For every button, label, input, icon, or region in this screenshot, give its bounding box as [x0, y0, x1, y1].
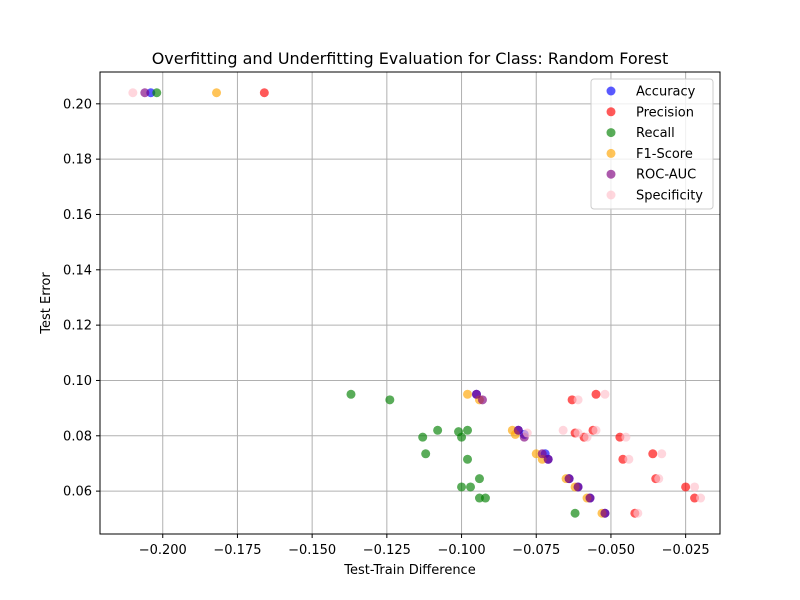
data-point-f1-score [212, 88, 222, 98]
data-point-recall [570, 508, 580, 518]
x-tick-label: −0.100 [437, 543, 485, 558]
data-points [128, 88, 706, 518]
y-tick-label: 0.20 [63, 97, 92, 112]
legend-box [590, 78, 714, 210]
legend-marker-accuracy [606, 86, 616, 96]
data-point-recall [463, 425, 473, 435]
data-point-recall [474, 474, 484, 484]
x-tick-label: −0.025 [662, 543, 710, 558]
legend-marker-precision [606, 107, 616, 117]
data-point-roc-auc [585, 493, 595, 503]
legend-label-f1-score: F1-Score [636, 147, 693, 162]
legend-marker-recall [606, 128, 616, 138]
chart-title: Overfitting and Underfitting Evaluation … [152, 49, 669, 68]
y-tick-label: 0.08 [63, 429, 92, 444]
data-point-recall [466, 482, 476, 492]
data-point-roc-auc [543, 454, 553, 464]
series-recall [152, 88, 580, 518]
data-point-specificity [558, 425, 568, 435]
legend-label-roc-auc: ROC-AUC [636, 168, 696, 183]
x-tick-label: −0.175 [213, 543, 261, 558]
legend-label-precision: Precision [636, 105, 694, 120]
data-point-recall [421, 449, 431, 459]
data-point-roc-auc [471, 389, 481, 399]
data-point-specificity [600, 389, 610, 399]
x-tick-label: −0.200 [139, 543, 187, 558]
x-tick-label: −0.150 [288, 543, 336, 558]
data-point-roc-auc [573, 482, 583, 492]
y-tick-label: 0.06 [63, 485, 92, 500]
data-point-roc-auc [513, 425, 523, 435]
data-point-specificity [591, 425, 601, 435]
x-axis: −0.200 −0.175 −0.150 −0.125 −0.100 −0.075 −0.0… [139, 534, 710, 558]
data-point-recall [418, 432, 428, 442]
legend-label-specificity: Specificity [636, 189, 703, 204]
series-specificity [128, 88, 706, 518]
data-point-roc-auc [537, 449, 547, 459]
data-point-specificity [654, 474, 664, 484]
data-point-specificity [573, 395, 583, 405]
x-tick-label: −0.050 [587, 543, 635, 558]
data-point-specificity [690, 482, 700, 492]
data-point-roc-auc [140, 88, 150, 98]
legend-marker-roc-auc [606, 169, 616, 179]
data-point-recall [463, 454, 473, 464]
legend: Accuracy Precision Recall F1-Score ROC-AUC Sp… [590, 78, 714, 210]
data-point-recall [457, 482, 467, 492]
data-point-specificity [522, 428, 532, 438]
y-axis-label: Test Error [39, 272, 54, 335]
data-point-roc-auc [564, 474, 574, 484]
data-point-recall [457, 432, 467, 442]
y-tick-label: 0.10 [63, 374, 92, 389]
data-point-roc-auc [477, 395, 487, 405]
series-roc-auc [140, 88, 610, 518]
data-point-roc-auc [600, 508, 610, 518]
data-point-specificity [128, 88, 138, 98]
data-point-specificity [624, 454, 634, 464]
data-point-precision [259, 88, 269, 98]
data-point-recall [433, 425, 443, 435]
data-point-recall [480, 493, 490, 503]
y-tick-label: 0.18 [63, 153, 92, 168]
y-tick-label: 0.14 [63, 263, 92, 278]
x-tick-label: −0.075 [512, 543, 560, 558]
data-point-recall [152, 88, 162, 98]
x-tick-label: −0.125 [363, 543, 411, 558]
x-axis-label: Test-Train Difference [343, 563, 475, 578]
legend-label-accuracy: Accuracy [636, 85, 696, 100]
data-point-specificity [657, 449, 667, 459]
data-point-precision [591, 389, 601, 399]
data-point-recall [346, 389, 356, 399]
legend-marker-specificity [606, 190, 616, 200]
data-point-f1-score [463, 389, 473, 399]
data-point-specificity [696, 493, 706, 503]
data-point-specificity [573, 428, 583, 438]
data-point-precision [648, 449, 658, 459]
data-point-specificity [621, 432, 631, 442]
legend-label-recall: Recall [636, 126, 675, 141]
plot-frame [99, 71, 721, 535]
y-tick-label: 0.12 [63, 319, 92, 334]
data-point-specificity [633, 508, 643, 518]
data-point-specificity [582, 432, 592, 442]
y-axis: 0.06 0.08 0.10 0.12 0.14 0.16 0.18 0.20 [63, 97, 100, 500]
legend-marker-f1-score [606, 148, 616, 158]
data-point-precision [681, 482, 691, 492]
data-point-recall [385, 395, 395, 405]
y-tick-label: 0.16 [63, 208, 92, 223]
